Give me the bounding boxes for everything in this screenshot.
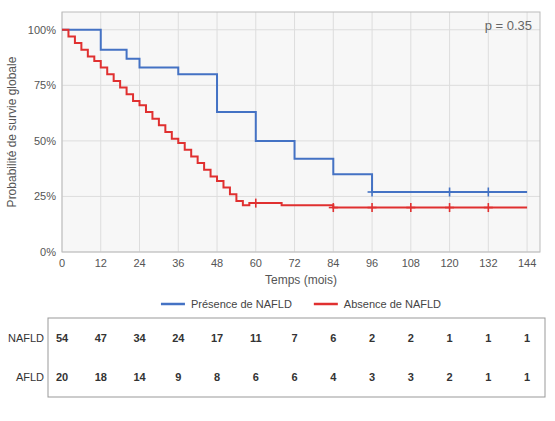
plot-background [62, 12, 540, 252]
grid-line-x [372, 12, 373, 252]
y-tick-label: 50% [34, 135, 56, 147]
risk-table-value: 47 [95, 332, 107, 344]
risk-table-row-label: NAFLD [8, 332, 44, 344]
grid-line-x [449, 12, 450, 252]
survival-curve [62, 30, 527, 208]
censor-mark [329, 203, 338, 212]
risk-table-value: 8 [214, 371, 220, 383]
x-tick-label: 24 [133, 257, 145, 269]
risk-table-value: 4 [330, 371, 337, 383]
x-tick-label: 96 [366, 257, 378, 269]
risk-table-value: 11 [250, 332, 262, 344]
risk-table-value: 6 [291, 371, 297, 383]
legend-item: Présence de NAFLD [161, 298, 292, 310]
risk-table-value: 3 [369, 371, 375, 383]
x-tick-label: 0 [59, 257, 65, 269]
x-tick-label: 12 [95, 257, 107, 269]
x-tick-label: 48 [211, 257, 223, 269]
grid-line-x [410, 12, 411, 252]
y-tick-label: 0% [40, 246, 56, 258]
x-tick-label: 108 [402, 257, 420, 269]
risk-table-row-label: AFLD [16, 371, 44, 383]
y-tick-label: 25% [34, 190, 56, 202]
risk-table-value: 20 [56, 371, 68, 383]
legend-label: Présence de NAFLD [191, 298, 292, 310]
censor-mark [406, 203, 415, 212]
risk-table-value: 3 [408, 371, 414, 383]
y-tick-label: 75% [34, 79, 56, 91]
risk-table-value: 2 [408, 332, 414, 344]
x-tick-label: 60 [250, 257, 262, 269]
p-value: p = 0.35 [485, 18, 532, 33]
legend-swatch [161, 303, 185, 306]
grid-line-y [62, 196, 540, 197]
grid-line-x [488, 12, 489, 252]
risk-table: NAFLD5447342417117622111AFLD201814986643… [8, 318, 545, 397]
grid-line-x [178, 12, 179, 252]
censor-mark [445, 188, 454, 197]
risk-table-value: 7 [291, 332, 297, 344]
chart: 0%25%50%75%100%0122436486072849610812013… [0, 0, 555, 421]
grid-line-y [62, 85, 540, 86]
censor-mark [368, 188, 377, 197]
risk-table-value: 1 [524, 371, 530, 383]
risk-table-value: 9 [175, 371, 181, 383]
x-tick-label: 144 [518, 257, 536, 269]
censor-mark [368, 203, 377, 212]
grid [62, 12, 540, 252]
x-tick-label: 36 [172, 257, 184, 269]
survival-curve [62, 30, 527, 192]
risk-table-value: 6 [253, 371, 259, 383]
grid-line-x [333, 12, 334, 252]
censor-mark [251, 199, 260, 208]
censor-mark [445, 203, 454, 212]
censor-mark [484, 188, 493, 197]
plot-data [62, 30, 527, 212]
grid-line-y [62, 29, 540, 30]
grid-line-x [527, 12, 528, 252]
grid-line-x [139, 12, 140, 252]
censor-mark [484, 203, 493, 212]
risk-table-value: 2 [447, 371, 453, 383]
legend-label: Absence de NAFLD [344, 298, 441, 310]
risk-table-value: 1 [485, 371, 491, 383]
risk-table-border [48, 318, 545, 397]
risk-table-value: 1 [485, 332, 491, 344]
y-tick-label: 100% [28, 24, 56, 36]
risk-table-value: 54 [56, 332, 69, 344]
risk-table-value: 18 [95, 371, 107, 383]
grid-line-x [294, 12, 295, 252]
x-axis-label: Temps (mois) [265, 273, 337, 287]
risk-table-value: 17 [211, 332, 223, 344]
grid-line-x [217, 12, 218, 252]
risk-table-value: 34 [133, 332, 146, 344]
x-tick-label: 84 [327, 257, 339, 269]
risk-table-value: 24 [172, 332, 185, 344]
risk-table-value: 6 [330, 332, 336, 344]
legend-item: Absence de NAFLD [314, 298, 441, 310]
plot-frame [62, 12, 540, 252]
legend-swatch [314, 303, 338, 306]
risk-table-value: 2 [369, 332, 375, 344]
x-tick-label: 120 [440, 257, 458, 269]
risk-table-value: 14 [133, 371, 146, 383]
risk-table-value: 1 [524, 332, 530, 344]
x-tick-label: 72 [288, 257, 300, 269]
y-axis-label: Probabilité de survie globale [5, 56, 19, 207]
x-tick-label: 132 [479, 257, 497, 269]
legend: Présence de NAFLD Absence de NAFLD [161, 298, 441, 310]
grid-line-y [62, 140, 540, 141]
risk-table-value: 1 [447, 332, 453, 344]
